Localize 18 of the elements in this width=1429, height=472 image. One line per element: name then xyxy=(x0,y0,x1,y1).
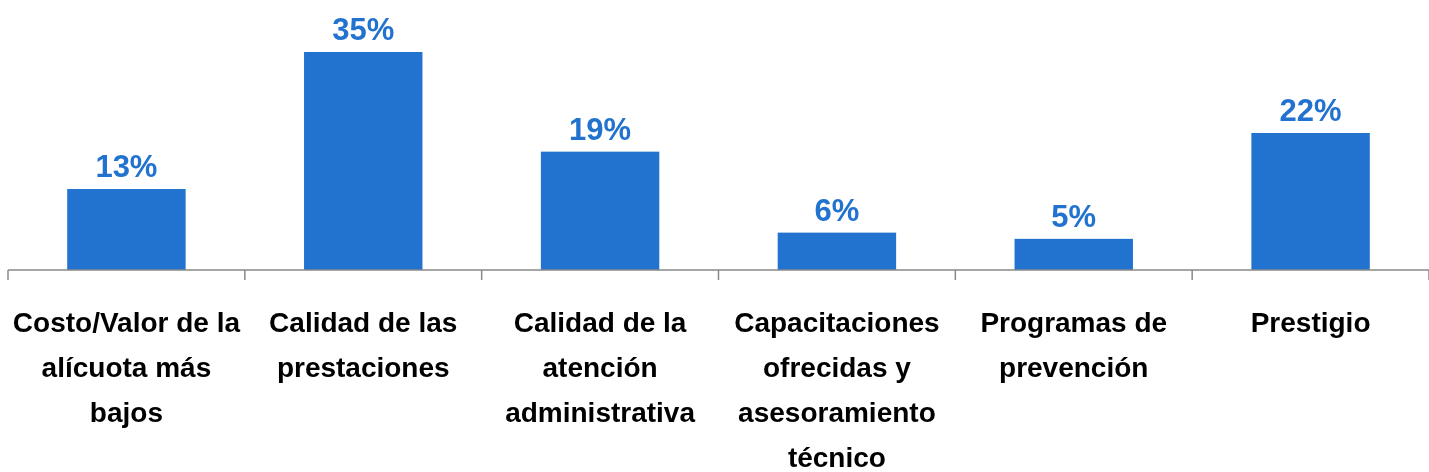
bar xyxy=(67,189,186,270)
data-label: 5% xyxy=(1051,198,1097,234)
data-label: 22% xyxy=(1279,92,1342,128)
data-label: 6% xyxy=(814,192,860,228)
x-tick-label: Programas de prevención xyxy=(980,307,1168,383)
data-label: 13% xyxy=(95,149,158,185)
bar xyxy=(1251,132,1370,270)
bar xyxy=(540,151,660,270)
data-label: 35% xyxy=(332,12,395,47)
data-label: 19% xyxy=(569,111,632,147)
bar xyxy=(1014,238,1133,270)
bar xyxy=(777,232,897,270)
x-tick-label: Costo/Valor de la alícuota más bajos xyxy=(12,307,241,428)
x-tick-label: Prestigio xyxy=(1250,307,1371,338)
x-tick-label: Capacitaciones ofrecidas y asesoramiento técnico xyxy=(734,307,940,472)
x-tick-label: Calidad de las prestaciones xyxy=(269,307,458,383)
bar xyxy=(304,52,423,270)
x-tick-label: Calidad de la atención administrativa xyxy=(505,307,696,428)
